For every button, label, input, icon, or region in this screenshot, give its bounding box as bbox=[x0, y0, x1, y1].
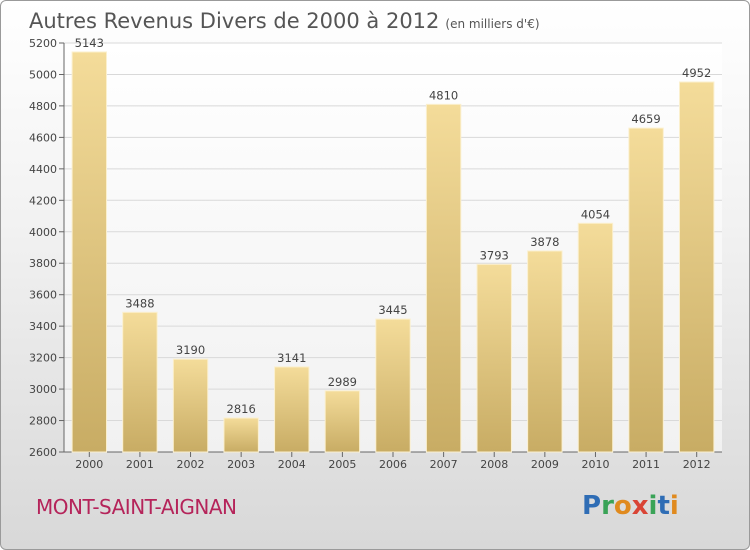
bar-value-label: 4952 bbox=[682, 66, 711, 80]
bar bbox=[678, 81, 715, 453]
bar-value-label: 2989 bbox=[328, 375, 357, 389]
city-name: MONT-SAINT-AIGNAN bbox=[36, 495, 237, 519]
x-tick-label: 2005 bbox=[328, 458, 356, 471]
bar-value-label: 3793 bbox=[480, 248, 509, 262]
y-tick-label: 5200 bbox=[29, 37, 57, 50]
y-tick-label: 4800 bbox=[29, 100, 57, 113]
logo-letter: i bbox=[669, 491, 679, 521]
y-tick-label: 4600 bbox=[29, 131, 57, 144]
x-tick-label: 2006 bbox=[379, 458, 407, 471]
chart-title-text: Autres Revenus Divers de 2000 à 2012 bbox=[29, 9, 440, 33]
y-tick-label: 3800 bbox=[29, 257, 57, 270]
y-tick-label: 2600 bbox=[29, 446, 57, 459]
bar-value-label: 2816 bbox=[227, 402, 256, 416]
bar bbox=[274, 366, 310, 453]
bar bbox=[324, 390, 361, 453]
bar bbox=[527, 250, 563, 453]
bar-value-label: 3141 bbox=[277, 351, 306, 365]
chart-unit: (en milliers d'€) bbox=[445, 17, 540, 31]
x-tick-label: 2009 bbox=[531, 458, 559, 471]
x-tick-label: 2002 bbox=[177, 458, 205, 471]
bar-value-label: 4659 bbox=[631, 112, 660, 126]
bar bbox=[71, 51, 108, 453]
logo-letter: o bbox=[613, 491, 632, 521]
bar-value-label: 3445 bbox=[378, 303, 407, 317]
y-tick-label: 3400 bbox=[29, 320, 57, 333]
x-tick-label: 2000 bbox=[75, 458, 103, 471]
y-tick-label: 3200 bbox=[29, 352, 57, 365]
logo-letter: t bbox=[657, 491, 670, 521]
bar bbox=[223, 417, 259, 453]
bar bbox=[122, 311, 158, 453]
bar-value-label: 3190 bbox=[176, 343, 205, 357]
bar-value-label: 4810 bbox=[429, 88, 458, 102]
logo-letter: P bbox=[582, 491, 602, 521]
bar bbox=[476, 263, 512, 453]
x-tick-label: 2003 bbox=[227, 458, 255, 471]
logo-letter: i bbox=[648, 491, 658, 521]
y-tick-label: 4000 bbox=[29, 226, 57, 239]
bar bbox=[577, 222, 614, 453]
bar-value-label: 3488 bbox=[125, 296, 154, 310]
bar-value-label: 3878 bbox=[530, 235, 559, 249]
x-tick-label: 2011 bbox=[632, 458, 660, 471]
proxiti-logo: Proxiti bbox=[582, 491, 679, 521]
y-tick-label: 5000 bbox=[29, 68, 57, 81]
bar bbox=[172, 358, 209, 453]
y-tick-label: 3600 bbox=[29, 289, 57, 302]
x-tick-label: 2007 bbox=[430, 458, 458, 471]
logo-letter: x bbox=[631, 491, 649, 521]
bar bbox=[375, 318, 411, 453]
x-tick-label: 2012 bbox=[683, 458, 711, 471]
bar bbox=[628, 127, 664, 453]
logo-letter: r bbox=[601, 491, 614, 521]
x-tick-label: 2010 bbox=[581, 458, 609, 471]
x-tick-label: 2001 bbox=[126, 458, 154, 471]
x-tick-label: 2004 bbox=[278, 458, 306, 471]
y-tick-label: 2800 bbox=[29, 415, 57, 428]
y-tick-label: 3000 bbox=[29, 383, 57, 396]
y-tick-label: 4200 bbox=[29, 194, 57, 207]
chart-title: Autres Revenus Divers de 2000 à 2012 (en … bbox=[29, 9, 540, 33]
bar-value-label: 5143 bbox=[75, 36, 104, 50]
y-tick-label: 4400 bbox=[29, 163, 57, 176]
bar-value-label: 4054 bbox=[581, 207, 610, 221]
bar bbox=[425, 103, 462, 453]
x-tick-label: 2008 bbox=[480, 458, 508, 471]
